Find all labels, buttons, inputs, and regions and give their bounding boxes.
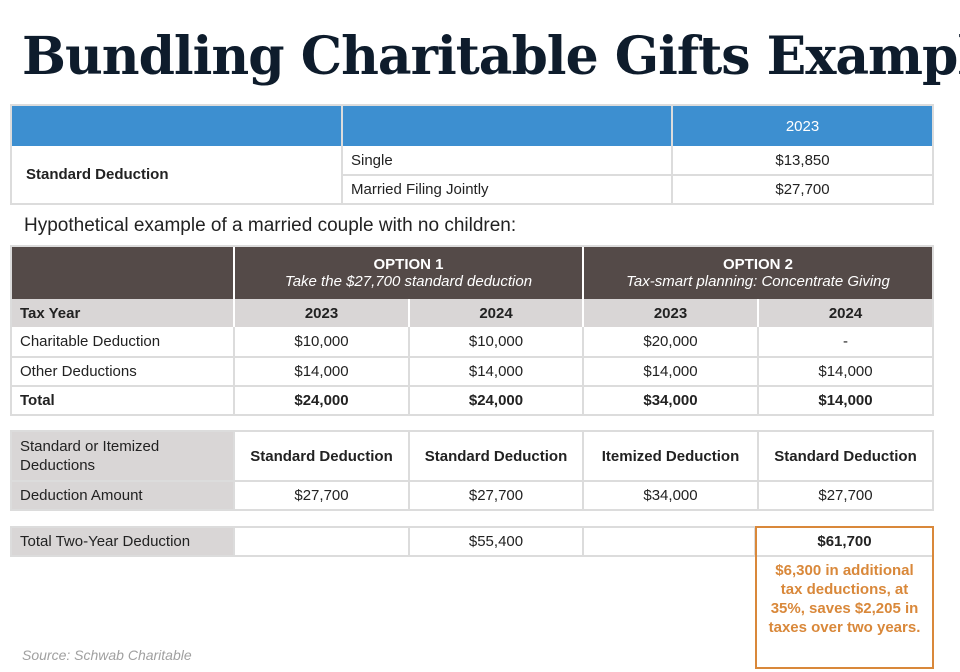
two-year-total-row: Total Two-Year Deduction $55,400 xyxy=(10,526,756,557)
charitable-col-3: $20,000 xyxy=(643,333,698,350)
deduction-type-table: Standard or Itemized Deductions Standard… xyxy=(10,430,934,511)
other-col-2: $14,000 xyxy=(468,363,524,380)
option-1-header: OPTION 1 Take the $27,700 standard deduc… xyxy=(235,247,582,299)
two-year-label-bg xyxy=(12,528,233,555)
amount-single: $13,850 xyxy=(775,151,830,169)
savings-callout-text: $6,300 in additional tax deductions, at … xyxy=(768,562,921,636)
year-col-4: 2024 xyxy=(828,304,863,322)
standard-deduction-table: 2023 Standard Deduction Single $13,850 M… xyxy=(10,104,934,205)
two-year-label: Total Two-Year Deduction xyxy=(20,533,191,550)
total-col-1: $24,000 xyxy=(294,392,349,409)
deduction-type-col-1: Standard Deduction xyxy=(250,447,393,465)
charitable-col-4: - xyxy=(843,333,848,350)
year-col-1: 2023 xyxy=(304,304,339,322)
total-col-3: $34,000 xyxy=(643,392,698,409)
deduction-amount-label: Deduction Amount xyxy=(20,487,143,504)
header-year-2023: 2023 xyxy=(785,117,820,135)
charitable-deduction-label: Charitable Deduction xyxy=(20,333,161,350)
filing-status-single: Single xyxy=(351,151,393,169)
two-year-option-1: $55,400 xyxy=(468,533,524,550)
deduction-amount-col-4: $27,700 xyxy=(818,487,873,504)
options-table: OPTION 1 Take the $27,700 standard deduc… xyxy=(10,245,934,416)
two-year-option-2: $61,700 xyxy=(757,528,932,557)
other-col-3: $14,000 xyxy=(643,363,698,380)
deduction-label-column xyxy=(12,432,233,509)
savings-callout: $61,700 $6,300 in additional tax deducti… xyxy=(755,526,934,669)
year-col-2: 2024 xyxy=(479,304,513,322)
source-note: Source: Schwab Charitable xyxy=(22,647,192,663)
option-2-header: OPTION 2 Tax-smart planning: Concentrate… xyxy=(584,247,932,299)
filing-status-mfj: Married Filing Jointly xyxy=(351,181,489,198)
option-1-name: OPTION 1 xyxy=(373,256,444,273)
subtitle: Hypothetical example of a married couple… xyxy=(24,215,517,236)
tax-year-row xyxy=(12,299,932,327)
table-header-bar xyxy=(12,106,932,146)
amount-mfj: $27,700 xyxy=(775,181,830,198)
deduction-amount-col-2: $27,700 xyxy=(468,487,524,504)
deduction-amount-col-1: $27,700 xyxy=(294,487,349,504)
charitable-col-2: $10,000 xyxy=(468,333,524,350)
option-2-desc: Tax-smart planning: Concentrate Giving xyxy=(626,273,890,290)
other-col-1: $14,000 xyxy=(294,363,349,380)
page-title: Bundling Charitable Gifts Example xyxy=(22,26,960,87)
deduction-type-label: Standard or Itemized Deductions xyxy=(20,438,160,474)
other-col-4: $14,000 xyxy=(818,363,873,380)
option-2-name: OPTION 2 xyxy=(722,256,793,273)
total-label: Total xyxy=(20,392,55,409)
deduction-amount-col-3: $34,000 xyxy=(643,487,698,504)
standard-deduction-label: Standard Deduction xyxy=(26,166,169,183)
total-col-4: $14,000 xyxy=(818,392,873,409)
deduction-type-col-3: Itemized Deduction xyxy=(601,447,740,465)
deduction-type-col-2: Standard Deduction xyxy=(424,447,568,465)
deduction-type-col-4: Standard Deduction xyxy=(774,447,917,465)
option-1-desc: Take the $27,700 standard deduction xyxy=(284,273,533,290)
options-header-bar xyxy=(12,247,932,299)
charitable-col-1: $10,000 xyxy=(294,333,349,350)
total-col-2: $24,000 xyxy=(468,392,524,409)
tax-year-label: Tax Year xyxy=(20,304,81,322)
year-col-3: 2023 xyxy=(653,304,688,322)
other-deductions-label: Other Deductions xyxy=(20,363,137,380)
